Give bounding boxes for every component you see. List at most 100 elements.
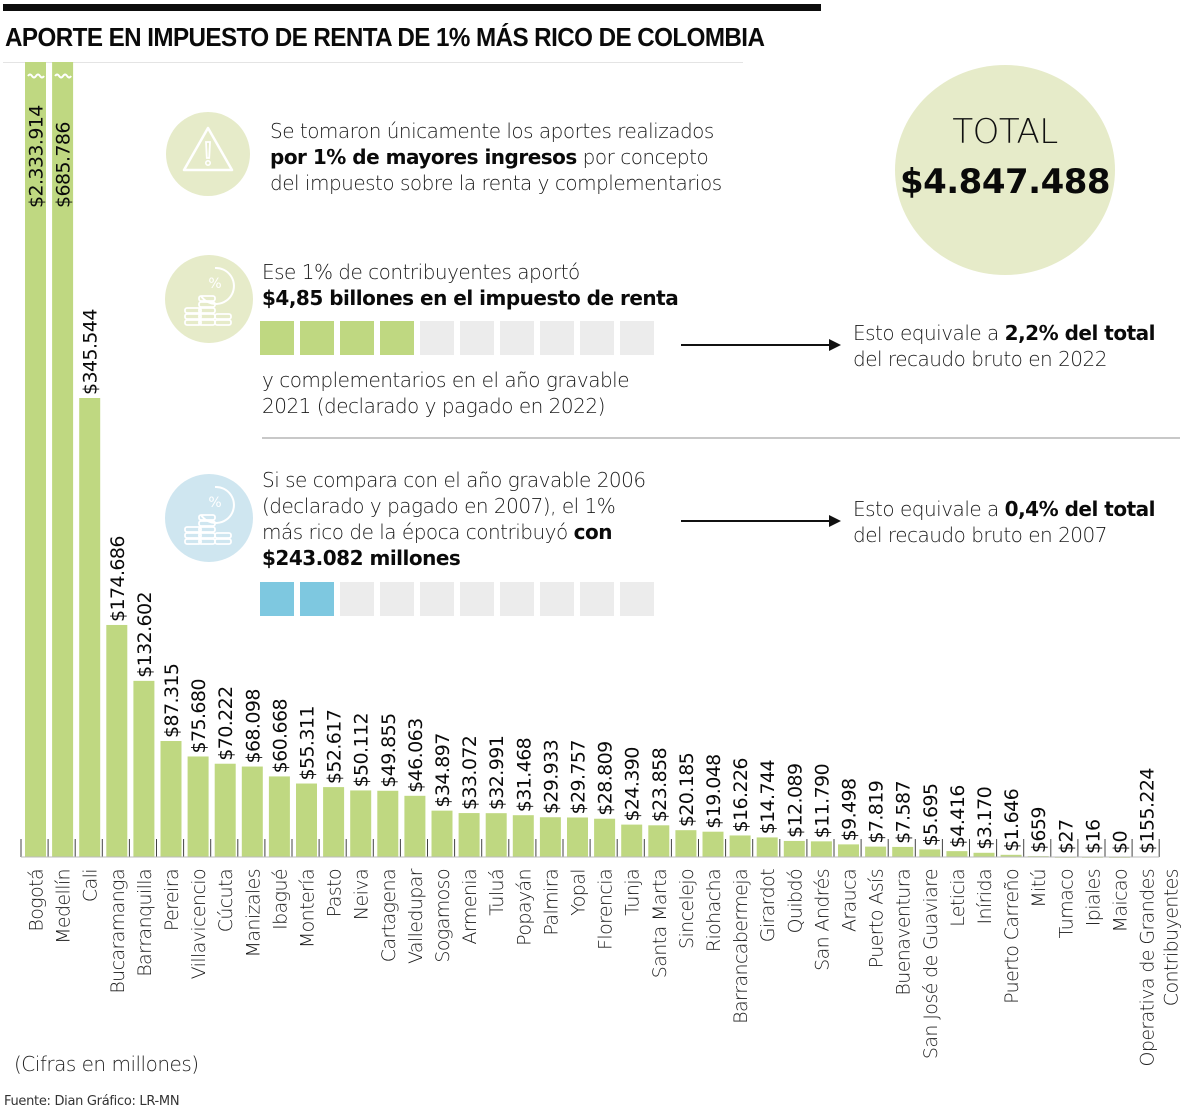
warning-badge <box>166 112 250 196</box>
value-label: $19.048 <box>703 754 725 828</box>
square-empty <box>500 321 534 355</box>
value-label: $46.063 <box>405 718 427 792</box>
bar-barrancabermeja <box>729 835 751 857</box>
value-label: $27 <box>1055 819 1077 853</box>
note1-line2: por 1% de mayores ingresos por concepto <box>270 145 709 170</box>
value-label: $29.757 <box>568 740 590 814</box>
note2-equiv-prefix: Esto equivale a <box>853 321 1005 345</box>
square-empty <box>380 582 414 616</box>
coins-percent-icon: % <box>184 266 235 326</box>
category-label: Cartagena <box>378 869 400 962</box>
total-label: TOTAL <box>952 112 1058 152</box>
bar-manizales <box>241 766 263 857</box>
category-label: Leticia <box>947 869 969 927</box>
bar-ibagué <box>268 776 290 857</box>
note2-equiv-bold: 2,2% del total <box>1004 321 1156 345</box>
category-label: Riohacha <box>703 869 725 952</box>
progress-squares-2007 <box>260 582 654 616</box>
bar-pasto <box>323 787 345 857</box>
category-label: Montería <box>297 869 319 948</box>
value-label: $52.617 <box>324 710 346 784</box>
category-label: Mitú <box>1028 869 1050 908</box>
section-divider <box>262 437 1180 439</box>
value-label: $4.416 <box>947 785 969 848</box>
bar-girardot <box>756 837 778 857</box>
note1-line1: Se tomaron únicamente los aportes realiz… <box>270 119 714 143</box>
square-filled <box>340 321 374 355</box>
value-label: $12.089 <box>784 764 806 838</box>
category-label: Sogamoso <box>432 869 454 963</box>
progress-squares-2022 <box>260 321 654 355</box>
category-label: Florencia <box>595 869 617 950</box>
note2-line4: 2021 (declarado y pagado en 2022) <box>262 394 605 418</box>
bar-quibdó <box>783 840 805 857</box>
square-empty <box>420 582 454 616</box>
note2-line1: Ese 1% de contribuyentes aportó <box>262 260 580 284</box>
value-label: $155.224 <box>1137 768 1159 854</box>
category-label: Girardot <box>757 869 779 942</box>
category-label: Cali <box>80 869 102 902</box>
bar-san-andrés <box>810 841 832 857</box>
value-label: $24.390 <box>622 747 644 821</box>
title-divider <box>3 62 743 63</box>
value-label: $28.809 <box>595 741 617 815</box>
category-label: Santa Marta <box>649 869 671 978</box>
value-label: $75.680 <box>188 679 210 753</box>
note2-equiv-line1: Esto equivale a 2,2% del total <box>853 321 1156 346</box>
bar-armenia <box>458 813 480 857</box>
svg-text:%: % <box>208 276 221 292</box>
bar-medellín <box>52 62 74 857</box>
bar-santa-marta <box>648 825 670 857</box>
category-label: Barranquilla <box>134 869 156 977</box>
bar-palmira <box>539 817 561 857</box>
bar-barranquilla <box>133 680 155 857</box>
square-filled <box>300 582 334 616</box>
value-label: $16.226 <box>730 758 752 832</box>
source-credit: Fuente: Dian Gráfico: LR-MN <box>4 1094 180 1109</box>
note1-line2-bold: por 1% de mayores ingresos <box>270 145 577 169</box>
bar-cartagena <box>377 790 399 857</box>
square-empty <box>580 582 614 616</box>
bar-neiva <box>350 790 372 857</box>
value-label: $49.855 <box>378 713 400 787</box>
value-label: $7.819 <box>866 781 888 844</box>
bar-yopal <box>567 817 588 857</box>
top-rule <box>3 4 821 11</box>
category-label: Tunja <box>622 869 644 916</box>
value-label: $2.333.914 <box>26 105 48 208</box>
category-label: Tumaco <box>1055 869 1077 938</box>
bar-riohacha <box>702 831 724 857</box>
category-label: Sincelejo <box>676 869 698 949</box>
square-filled <box>260 321 294 355</box>
bar-bucaramanga <box>106 624 128 857</box>
total-value: $4.847.488 <box>899 162 1111 202</box>
category-label: Ipiales <box>1082 869 1104 926</box>
bar-sincelejo <box>675 830 697 857</box>
value-label: $23.858 <box>649 748 671 822</box>
warning-icon <box>182 126 234 172</box>
category-label: Puerto Carreño <box>1001 869 1023 1004</box>
value-label: $3.170 <box>974 787 996 850</box>
category-label: Armenia <box>459 869 481 944</box>
category-label: Maicao <box>1110 869 1132 932</box>
note3-equiv-line1: Esto equivale a 0,4% del total <box>853 497 1156 522</box>
value-label: $132.602 <box>134 592 156 678</box>
value-label: $7.587 <box>893 781 915 844</box>
value-label: $659 <box>1028 807 1050 853</box>
value-label: $5.695 <box>920 784 942 847</box>
category-label: San José de Guaviare <box>920 869 942 1059</box>
note2-line2: $4,85 billones en el impuesto de renta <box>262 286 679 311</box>
category-label: Puerto Asís <box>866 869 888 968</box>
note3-line3-text: más rico de la época contribuyó <box>262 520 574 544</box>
bar-buenaventura <box>892 846 914 857</box>
category-label: Buenaventura <box>893 869 915 996</box>
bar-villavicencio <box>187 756 209 857</box>
value-label: $33.072 <box>459 736 481 810</box>
value-label: $0 <box>1110 831 1132 854</box>
bar-tuluá <box>485 813 507 857</box>
bar-montería <box>296 783 317 857</box>
bar-tunja <box>621 824 643 857</box>
category-label: Quibdó <box>784 869 806 933</box>
value-label: $14.744 <box>757 760 779 835</box>
